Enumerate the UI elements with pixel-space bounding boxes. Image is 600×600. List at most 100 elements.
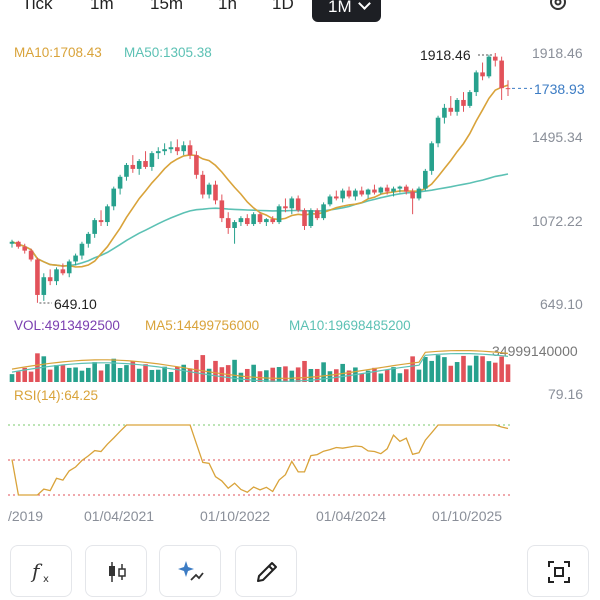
volume-bar bbox=[416, 369, 422, 382]
volume-bar bbox=[423, 356, 428, 382]
volume-bar bbox=[117, 368, 123, 382]
volume-bar bbox=[461, 355, 466, 382]
high-label: 1918.46 bbox=[420, 47, 471, 63]
candle-body bbox=[175, 147, 180, 152]
volume-bar bbox=[9, 374, 15, 382]
draw-button[interactable] bbox=[235, 545, 297, 597]
candle-body bbox=[270, 219, 276, 223]
candle-body bbox=[416, 188, 422, 199]
candle-body bbox=[251, 214, 256, 225]
volume-bar bbox=[41, 356, 47, 382]
candle-body bbox=[378, 187, 384, 193]
screenshot-icon bbox=[548, 561, 570, 583]
candle-body bbox=[79, 243, 85, 256]
candle-body bbox=[391, 188, 396, 192]
candle-body bbox=[295, 198, 301, 211]
date-label-4: 01/10/2025 bbox=[432, 508, 503, 524]
candle-body bbox=[410, 191, 415, 199]
candle-body bbox=[98, 220, 104, 223]
candle-body bbox=[384, 187, 390, 192]
volume-ma5-legend: MA5:14499756000 bbox=[145, 318, 260, 333]
candle-body bbox=[54, 269, 59, 282]
candle-body bbox=[187, 145, 193, 156]
candle-body bbox=[130, 164, 136, 169]
candle-body bbox=[334, 196, 339, 199]
candle-body bbox=[238, 218, 244, 223]
volume-bar bbox=[130, 361, 136, 382]
candle-body bbox=[372, 189, 377, 193]
candle-body bbox=[232, 222, 237, 228]
tab-1m[interactable]: 1m bbox=[90, 0, 114, 13]
date-label-2: 01/10/2022 bbox=[200, 508, 271, 524]
volume-bar bbox=[308, 368, 314, 382]
volume-bar bbox=[480, 356, 485, 382]
candle-body bbox=[219, 200, 225, 219]
rsi-max-label: 79.16 bbox=[548, 386, 584, 402]
volume-bar bbox=[429, 360, 434, 382]
volume-bar bbox=[321, 362, 326, 382]
settings-icon[interactable] bbox=[547, 0, 569, 14]
candle-body bbox=[353, 190, 358, 197]
tab-1h[interactable]: 1h bbox=[218, 0, 237, 13]
candle-body bbox=[47, 277, 53, 282]
pencil-icon bbox=[257, 562, 277, 582]
volume-bar bbox=[410, 356, 415, 382]
volume-bar bbox=[168, 371, 174, 382]
volume-bar bbox=[232, 359, 237, 382]
candlestick-icon bbox=[109, 562, 126, 582]
date-label-3: 01/04/2024 bbox=[316, 508, 387, 524]
volume-bar bbox=[22, 367, 28, 382]
low-label: 649.10 bbox=[54, 296, 97, 312]
volume-bar bbox=[98, 370, 104, 382]
candle-body bbox=[244, 218, 250, 225]
candle-body bbox=[467, 92, 473, 106]
screenshot-button[interactable] bbox=[527, 545, 589, 597]
chart-type-button[interactable] bbox=[85, 545, 147, 597]
candle-body bbox=[505, 88, 511, 90]
candle-body bbox=[435, 117, 441, 144]
date-label-0: /2019 bbox=[8, 508, 44, 524]
tab-15m[interactable]: 15m bbox=[150, 0, 184, 13]
candle-body bbox=[149, 153, 155, 167]
y-axis-label-2: 1495.34 bbox=[532, 129, 583, 145]
volume-bar bbox=[175, 367, 180, 382]
candle-body bbox=[9, 241, 15, 244]
candle-body bbox=[327, 196, 333, 205]
candle-body bbox=[143, 161, 148, 167]
candle-body bbox=[117, 176, 123, 189]
candle-body bbox=[397, 186, 403, 189]
volume-bar bbox=[60, 365, 66, 382]
volume-bar bbox=[143, 364, 148, 382]
volume-bar bbox=[314, 368, 320, 382]
candle-body bbox=[461, 99, 466, 106]
volume-bar bbox=[505, 364, 511, 382]
y-axis-label-3: 1072.22 bbox=[532, 213, 583, 229]
tab-1m-monthly[interactable]: 1M bbox=[312, 0, 381, 22]
volume-max-label: 34999140000 bbox=[492, 343, 578, 359]
volume-bar bbox=[225, 365, 231, 382]
tab-tick[interactable]: Tick bbox=[22, 0, 53, 13]
candle-body bbox=[105, 206, 110, 223]
volume-bar bbox=[264, 370, 269, 382]
rsi-line bbox=[11, 424, 509, 496]
volume-bar bbox=[238, 372, 244, 382]
candle-body bbox=[162, 149, 167, 152]
volume-bar bbox=[136, 368, 142, 382]
volume-ma10-line bbox=[11, 353, 509, 382]
candle-body bbox=[136, 161, 142, 169]
candle-body bbox=[22, 246, 28, 251]
volume-bar bbox=[187, 368, 193, 382]
volume-bar bbox=[467, 365, 473, 382]
indicator-button[interactable]: f x bbox=[10, 545, 72, 597]
function-icon: f x bbox=[30, 559, 49, 585]
candle-body bbox=[359, 190, 365, 195]
tab-1d[interactable]: 1D bbox=[272, 0, 294, 13]
candle-body bbox=[168, 147, 174, 150]
candle-body bbox=[213, 184, 218, 201]
volume-bar bbox=[378, 373, 384, 382]
volume-bar bbox=[149, 369, 155, 382]
volume-bar bbox=[289, 370, 295, 382]
ai-analysis-button[interactable] bbox=[159, 545, 221, 597]
volume-bar bbox=[473, 355, 479, 382]
